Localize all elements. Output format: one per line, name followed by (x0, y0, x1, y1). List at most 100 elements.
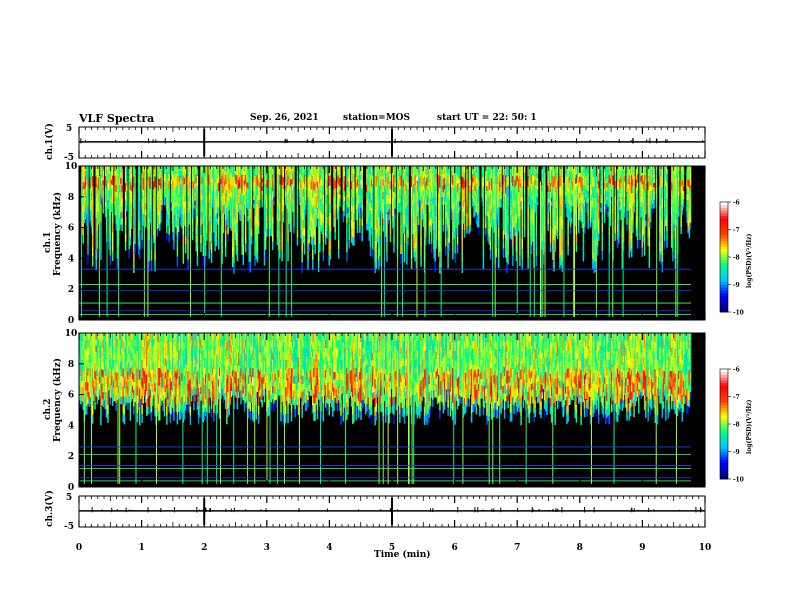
spectrogram-cell (313, 189, 315, 198)
spectrogram-cell (243, 175, 246, 181)
spectrogram-cell (536, 197, 539, 202)
spectrogram-cell (647, 166, 649, 174)
spectrogram-cell (647, 213, 649, 222)
spectrogram-cell (276, 166, 279, 174)
spectrogram-cell (91, 196, 94, 207)
spectrogram-cell (119, 198, 121, 205)
spectrogram-cell (681, 200, 684, 206)
spectrogram-cell (326, 223, 328, 232)
spectrogram-cell (164, 197, 167, 202)
spectrogram-cell (430, 192, 433, 201)
spectrogram-cell (133, 251, 135, 263)
spectrogram-cell (635, 194, 638, 202)
spectrogram-cell (443, 166, 446, 170)
spectrogram-cell (422, 220, 425, 227)
spectrogram-cell (229, 178, 232, 185)
spectrogram-cell (486, 175, 488, 181)
spectrogram-cell (179, 166, 181, 172)
spectrogram-cell (474, 175, 476, 181)
spectrogram-cell (196, 235, 199, 246)
spectrogram-cell (257, 213, 260, 221)
spectrogram-cell (381, 171, 383, 177)
spectrogram-cell (417, 192, 420, 199)
spectrogram-cell (397, 189, 400, 194)
spectrogram-cell (361, 226, 363, 234)
spectrogram-cell (182, 244, 185, 255)
spectrogram-cell (82, 363, 85, 372)
spectrogram-cell (377, 166, 380, 177)
spectrogram-cell (399, 198, 401, 203)
spectrogram-cell (130, 191, 133, 198)
spectrogram-cell (159, 217, 161, 225)
spectrogram-cell (333, 208, 335, 215)
spectrogram-ytick-label: 6 (68, 224, 74, 234)
spectrogram-cell (236, 213, 239, 224)
colorbar-cell (720, 276, 728, 280)
spectrogram-cell (541, 191, 544, 200)
spectrogram-cell (196, 166, 199, 176)
spectrogram-cell (133, 398, 135, 407)
spectrogram-cell (301, 241, 303, 252)
spectrogram-cell (410, 197, 413, 208)
spectrogram-cell (417, 179, 420, 186)
spectrogram-cell (468, 179, 471, 187)
spectrogram-cell (115, 364, 117, 372)
spectrogram-cell (636, 240, 639, 249)
spectrogram-cell (90, 199, 93, 207)
spectrogram-cell (224, 166, 227, 176)
spectrogram-cell (266, 229, 268, 237)
spectrogram-cell (623, 186, 626, 192)
spectrogram-cell (500, 203, 502, 208)
spectrogram-cell (434, 166, 436, 177)
spectrogram-cell (120, 183, 122, 190)
spectrogram-cell (356, 179, 359, 187)
spectrogram-cell (650, 182, 653, 188)
spectrogram-cell (114, 175, 116, 181)
spectrogram-cell (179, 212, 181, 218)
spectrogram-cell (142, 368, 145, 376)
spectrogram-cell (606, 174, 608, 179)
spectrogram-cell (101, 201, 103, 205)
spectrogram-cell (601, 166, 604, 176)
spectrogram-cell (556, 209, 559, 218)
spectrogram-cell (343, 176, 346, 182)
spectrogram-cell (530, 218, 533, 228)
spectrogram-cell (627, 188, 629, 193)
spectrogram-cell (87, 354, 89, 362)
spectrogram-cell (116, 380, 119, 387)
spectrogram-cell (259, 178, 261, 183)
spectrogram-cell (405, 202, 407, 209)
spectrogram-cell (286, 183, 288, 188)
spectrogram-cell (399, 175, 401, 180)
spectrogram-cell (554, 225, 556, 235)
spectrogram-cell (580, 171, 582, 178)
spectrogram-cell (142, 219, 145, 226)
spectrogram-cell (469, 185, 472, 193)
spectrogram-cell (642, 211, 645, 220)
spectrogram-cell (442, 179, 445, 186)
spectrogram-cell (107, 404, 109, 414)
spectrogram-cell (181, 179, 183, 187)
spectrogram-cell (100, 360, 102, 370)
spectrogram-cell (403, 194, 406, 205)
spectrogram-cell (375, 176, 378, 187)
spectrogram-cell (266, 180, 268, 188)
spectrogram-cell (234, 232, 236, 241)
spectrogram-cell (463, 173, 466, 181)
spectrogram-cell (574, 172, 576, 179)
spectrogram-cell (104, 181, 107, 187)
spectrogram-cell (528, 193, 531, 198)
spectrogram-cell (377, 176, 380, 187)
spectrogram-cell (110, 345, 113, 353)
spectrogram-cell (474, 180, 476, 186)
spectrogram-cell (372, 249, 374, 259)
spectrogram-cell (86, 406, 88, 415)
spectrogram-cell (555, 166, 558, 174)
spectrogram-cell (177, 195, 180, 203)
spectrogram-cell (627, 174, 629, 180)
spectrogram-cell (173, 224, 175, 233)
spectrogram-cell (572, 170, 574, 175)
spectrogram-cell (176, 196, 179, 207)
spectrogram-cell (350, 166, 353, 174)
spectrogram-cell (673, 185, 675, 193)
